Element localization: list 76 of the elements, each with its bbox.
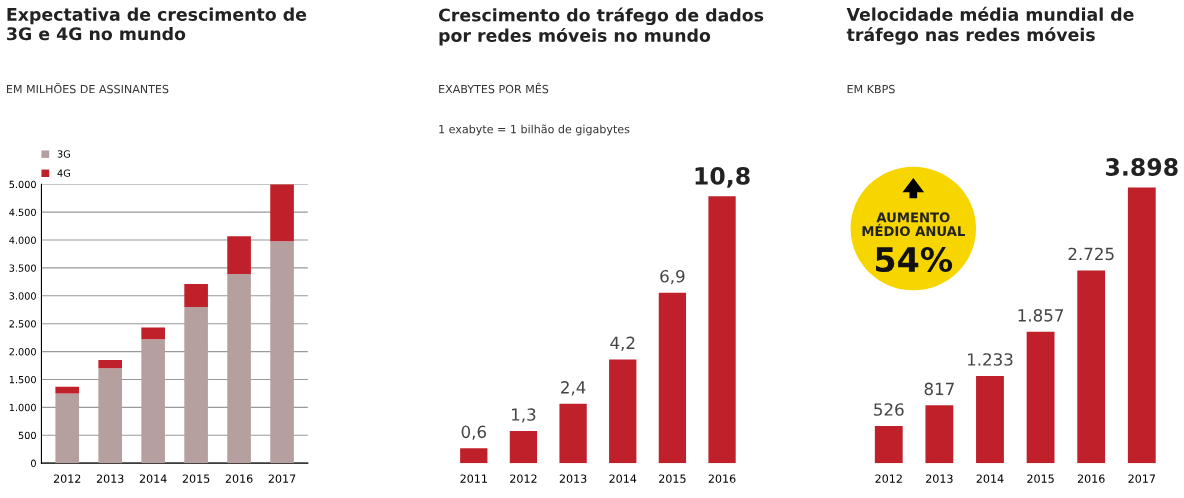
bar [1026,331,1055,464]
bar [98,359,122,369]
data-label: 2.725 [1068,247,1114,261]
bar [559,403,587,464]
bar [55,386,80,394]
data-label: 817 [924,382,954,396]
bar [509,431,538,464]
x-tick-label: 2013 [926,474,953,483]
data-label: 10,8 [695,166,750,188]
bar [1127,187,1156,464]
x-tick-label: 2011 [460,474,487,483]
x-tick-label: 2014 [139,474,167,483]
bar [925,405,954,464]
bar [55,393,80,464]
y-tick-label: 0 [31,459,36,467]
bar [708,196,736,464]
y-tick-label: 2.500 [9,320,36,328]
text: 1 exabyte = 1 bilhão de gigabytes [439,124,630,136]
bar [98,368,122,464]
annotation: AUMENTO MÉDIO ANUAL [862,212,965,237]
x-tick-label: 2013 [96,474,124,483]
data-label: 2,4 [561,381,586,396]
bar [227,236,251,275]
x-tick-label: 2013 [559,474,587,483]
legend-label: 4G [57,169,70,177]
bar [227,274,251,464]
bar [270,184,294,242]
data-label: 4,2 [610,336,635,351]
data-label: 1,3 [512,408,536,423]
x-tick-label: 2016 [708,474,736,483]
x-tick-label: 2016 [1077,474,1105,483]
x-tick-label: 2015 [659,474,686,483]
y-tick-label: 1.500 [9,375,36,384]
y-tick-label: 4.500 [9,208,36,216]
x-tick-label: 2014 [609,474,637,483]
x-tick-label: 2012 [53,474,81,483]
x-tick-label: 2017 [268,474,296,483]
bar [141,339,165,464]
chart-subtitle: EM KBPS [847,84,895,94]
y-tick-label: 3.500 [9,264,36,272]
y-tick-label: 3.000 [9,292,36,300]
chart-title: Expectativa de crescimento de 3G e 4G no mundo [7,7,307,41]
bar [976,375,1004,464]
y-tick-label: 2.000 [9,348,36,356]
y-tick-label: 5.000 [9,180,36,189]
annotation: 54% [875,246,953,273]
bar [460,448,488,464]
legend-label: 3G [57,150,70,158]
chart-subtitle: EXABYTES POR MÊS [439,82,549,94]
bar [609,359,637,464]
bar [658,292,687,464]
data-label: 6,9 [660,269,685,285]
data-label: 526 [874,403,904,416]
bar [141,327,165,340]
x-tick-label: 2014 [976,474,1004,483]
bar [270,241,294,464]
y-tick-label: 1.000 [9,403,36,412]
data-label: 0,6 [461,425,486,440]
chart-subtitle: EM MILHÕES DE ASSINANTES [7,82,169,94]
x-tick-label: 2017 [1128,474,1155,483]
x-tick-label: 2015 [182,474,210,483]
bar [184,284,208,307]
data-label: 1.857 [1018,309,1064,322]
x-tick-label: 2012 [510,474,537,483]
bar [184,306,208,464]
bar [1077,270,1106,464]
bar [874,425,903,464]
y-tick-label: 500 [18,431,36,440]
x-tick-label: 2015 [1027,474,1054,483]
data-label: 3.898 [1106,158,1178,176]
x-tick-label: 2016 [225,474,253,483]
y-tick-label: 4.000 [9,236,36,244]
data-label: 1.233 [967,353,1013,366]
chart-title: Crescimento do tráfego de dados por redes móveis no mundo [438,7,764,46]
chart-title: Velocidade média mundial de tráfego nas redes móveis [846,6,1134,45]
x-tick-label: 2012 [875,474,902,483]
